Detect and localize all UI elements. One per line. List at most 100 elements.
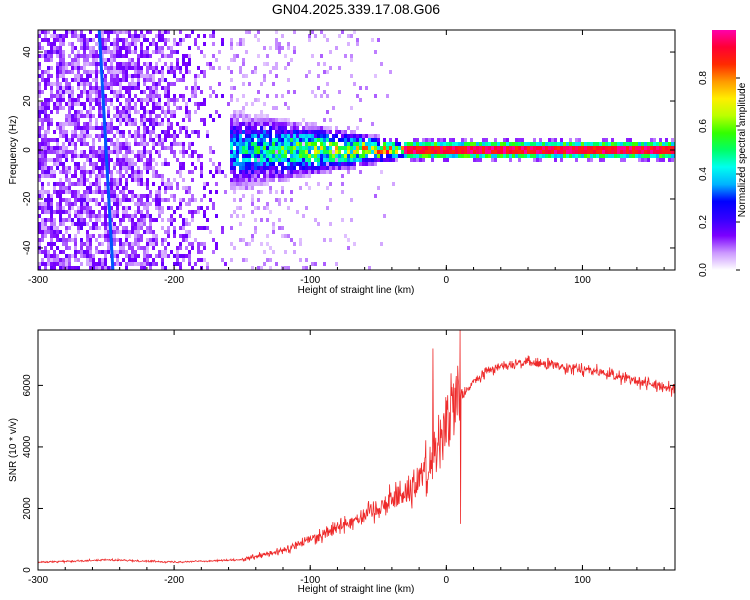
spectrogram-cell: [527, 142, 530, 146]
spectrogram-cell: [254, 162, 257, 166]
spectrogram-cell: [137, 198, 140, 202]
spectrogram-cell: [251, 174, 254, 178]
spectrogram-cell: [53, 190, 56, 194]
spectrogram-cell: [266, 158, 269, 162]
spectrogram-cell: [518, 150, 521, 154]
spectrogram-cell: [134, 222, 137, 226]
spectrogram-cell: [290, 170, 293, 174]
spectrogram-cell: [569, 154, 572, 158]
spectrogram-cell: [110, 126, 113, 130]
spectrogram-cell: [161, 106, 164, 110]
spectrogram-cell: [116, 198, 119, 202]
spectrogram-cell: [65, 90, 68, 94]
spectrogram-cell: [164, 198, 167, 202]
spectrogram-cell: [113, 142, 116, 146]
spectrogram-cell: [266, 174, 269, 178]
spectrogram-cell: [293, 154, 296, 158]
spectrogram-cell: [659, 138, 662, 142]
spectrogram-cell: [317, 150, 320, 154]
spectrogram-cell: [89, 118, 92, 122]
spectrogram-cell: [83, 154, 86, 158]
spectrogram-cell: [269, 246, 272, 250]
spectrogram-cell: [275, 198, 278, 202]
spectrogram-cell: [188, 186, 191, 190]
spectrogram-cell: [89, 86, 92, 90]
spectrogram-cell: [101, 222, 104, 226]
spectrogram-cell: [170, 66, 173, 70]
spectrogram-cell: [92, 126, 95, 130]
spectrogram-cell: [617, 154, 620, 158]
spectrogram-cell: [260, 162, 263, 166]
spectrogram-cell: [107, 138, 110, 142]
spectrogram-cell: [44, 78, 47, 82]
spectrogram-cell: [656, 142, 659, 146]
spectrogram-cell: [659, 146, 662, 150]
spectrogram-cell: [641, 150, 644, 154]
spectrogram-cell: [194, 150, 197, 154]
spectrogram-cell: [296, 126, 299, 130]
spectrogram-cell: [44, 130, 47, 134]
spectrogram-cell: [113, 190, 116, 194]
spectrogram-cell: [98, 150, 101, 154]
spectrogram-cell: [251, 134, 254, 138]
spectrogram-cell: [338, 150, 341, 154]
spectrogram-cell: [59, 50, 62, 54]
spectrogram-cell: [92, 54, 95, 58]
spectrogram-cell: [299, 150, 302, 154]
spectrogram-cell: [167, 90, 170, 94]
spectrogram-cell: [41, 38, 44, 42]
spectrogram-cell: [413, 138, 416, 142]
spectrogram-cell: [278, 154, 281, 158]
spectrogram-cell: [239, 166, 242, 170]
spectrogram-cell: [164, 78, 167, 82]
spectrogram-cell: [122, 214, 125, 218]
spectrogram-cell: [395, 158, 398, 162]
spectrogram-cell: [38, 34, 41, 38]
spectrogram-cell: [293, 126, 296, 130]
spectrogram-cell: [383, 214, 386, 218]
spectrogram-cell: [161, 86, 164, 90]
spectrogram-cell: [140, 154, 143, 158]
spectrogram-cell: [281, 178, 284, 182]
spectrogram-cell: [50, 46, 53, 50]
spectrogram-cell: [185, 66, 188, 70]
spectrogram-cell: [308, 174, 311, 178]
spectrogram-cell: [263, 150, 266, 154]
spectrogram-cell: [80, 94, 83, 98]
spectrogram-cell: [653, 146, 656, 150]
spectrogram-cell: [161, 178, 164, 182]
spectrogram-cell: [137, 238, 140, 242]
spectrogram-cell: [191, 30, 194, 34]
spectrogram-cell: [74, 78, 77, 82]
spectrogram-cell: [248, 242, 251, 246]
spectrogram-cell: [110, 158, 113, 162]
spectrogram-cell: [443, 158, 446, 162]
spectrogram-cell: [533, 138, 536, 142]
spectrogram-cell: [143, 250, 146, 254]
spectrogram-cell: [569, 146, 572, 150]
spectrogram-cell: [128, 30, 131, 34]
spectrogram-cell: [95, 66, 98, 70]
spectrogram-cell: [95, 266, 98, 270]
spectrogram-cell: [173, 130, 176, 134]
spectrogram-cell: [476, 154, 479, 158]
spectrogram-cell: [62, 62, 65, 66]
spectrogram-cell: [212, 206, 215, 210]
spectrogram-cell: [143, 146, 146, 150]
spectrogram-cell: [254, 70, 257, 74]
spectrogram-cell: [368, 146, 371, 150]
spectrogram-cell: [263, 134, 266, 138]
spectrogram-cell: [539, 150, 542, 154]
spectrogram-cell: [245, 50, 248, 54]
spectrogram-cell: [134, 230, 137, 234]
spectrogram-cell: [68, 202, 71, 206]
spectrogram-cell: [128, 146, 131, 150]
spectrogram-cell: [314, 170, 317, 174]
colorbar-tick-label: 0.0: [698, 263, 709, 277]
spectrogram-cell: [191, 242, 194, 246]
spectrogram-cell: [152, 38, 155, 42]
spectrogram-cell: [74, 174, 77, 178]
spectrogram-cell: [113, 250, 116, 254]
spectrogram-cell: [44, 30, 47, 34]
spectrogram-cell: [257, 178, 260, 182]
